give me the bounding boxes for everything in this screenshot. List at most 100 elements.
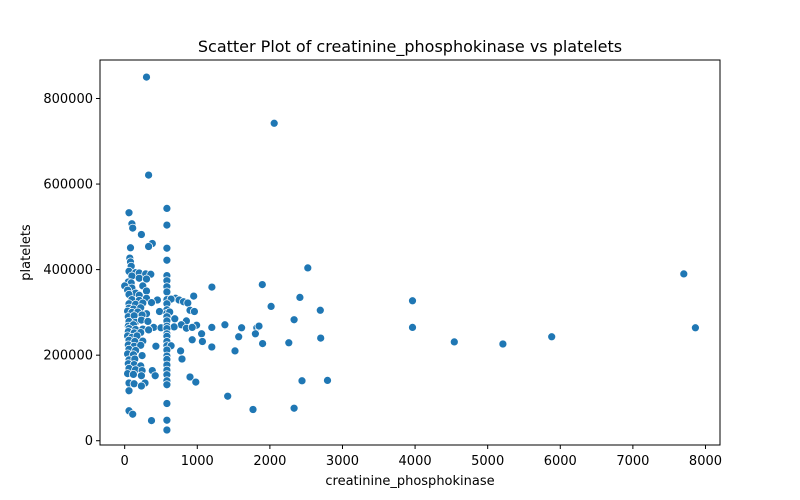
data-point (147, 298, 156, 307)
data-point (137, 230, 146, 239)
data-point (177, 354, 187, 364)
data-point (198, 337, 207, 346)
data-point (162, 220, 172, 230)
data-point (162, 380, 172, 390)
data-point (124, 386, 134, 396)
x-tick-label: 6000 (544, 454, 577, 469)
data-point (230, 346, 240, 356)
x-tick-label: 2000 (253, 454, 286, 469)
data-point (155, 307, 164, 316)
data-point (248, 405, 258, 414)
x-tick-label: 3000 (326, 454, 359, 469)
data-point (498, 339, 508, 349)
data-point (269, 118, 279, 128)
y-tick-label: 400000 (43, 263, 93, 278)
data-point (223, 391, 233, 401)
data-point (134, 273, 144, 283)
data-point (316, 333, 326, 343)
x-tick-label: 4000 (399, 454, 432, 469)
y-axis-ticks: 0 200000 400000 600000 800000 (43, 92, 100, 449)
data-point (257, 280, 267, 289)
data-point (144, 325, 153, 335)
data-point (162, 243, 172, 253)
data-point (144, 242, 153, 251)
data-point (547, 332, 557, 342)
data-point (142, 274, 151, 284)
data-point (136, 340, 146, 350)
data-point (137, 371, 146, 381)
data-point (126, 243, 135, 253)
data-point (234, 332, 244, 342)
data-point (176, 346, 185, 356)
x-tick-label: 8000 (689, 454, 722, 469)
data-point (449, 337, 459, 347)
x-tick-label: 1000 (181, 454, 214, 469)
data-point (162, 425, 172, 435)
data-point (162, 287, 172, 297)
x-tick-label: 7000 (616, 454, 649, 469)
data-point (289, 403, 299, 413)
data-point (266, 302, 276, 311)
data-point (207, 342, 217, 352)
data-point (254, 321, 264, 331)
data-point (189, 291, 199, 301)
x-tick-label: 0 (121, 454, 129, 469)
data-point (128, 409, 138, 419)
data-point (143, 317, 153, 326)
data-point (128, 223, 138, 233)
data-point (323, 376, 332, 385)
data-points (120, 72, 700, 435)
y-tick-label: 600000 (43, 178, 93, 193)
data-point (408, 296, 417, 306)
data-point (289, 315, 299, 325)
x-axis-label: creatinine_phosphokinase (325, 474, 494, 489)
data-point (129, 370, 138, 379)
data-point (151, 341, 161, 351)
data-point (187, 335, 197, 345)
data-point (258, 339, 267, 348)
data-point (162, 415, 172, 425)
data-point (129, 379, 139, 389)
y-tick-label: 800000 (43, 92, 93, 107)
data-point (691, 323, 700, 333)
data-point (142, 72, 151, 82)
chart-title: Scatter Plot of creatinine_phosphokinase… (198, 37, 622, 57)
data-point (170, 314, 180, 324)
data-point (147, 416, 156, 425)
data-point (408, 323, 417, 332)
data-point (124, 208, 134, 218)
x-tick-label: 5000 (471, 454, 504, 469)
data-point (220, 320, 230, 330)
data-point (237, 323, 246, 333)
data-point (169, 322, 179, 332)
data-point (197, 329, 206, 339)
plot-frame (99, 59, 721, 446)
data-point (137, 381, 146, 391)
x-axis-ticks: 0 1000 2000 3000 4000 5000 6000 7000 8000 (121, 445, 722, 469)
y-tick-label: 0 (85, 434, 93, 449)
data-point (679, 269, 689, 279)
data-point (297, 376, 307, 386)
data-point (315, 305, 325, 315)
data-point (207, 282, 217, 292)
y-tick-label: 200000 (43, 349, 93, 364)
y-axis-label: platelets (19, 224, 34, 281)
data-point (251, 329, 260, 339)
data-point (185, 372, 195, 382)
data-point (162, 399, 172, 408)
data-point (303, 263, 313, 273)
data-point (137, 351, 147, 360)
data-point (142, 286, 151, 296)
data-point (190, 307, 199, 316)
data-point (295, 293, 305, 302)
data-point (207, 323, 217, 332)
plot-area (100, 60, 720, 445)
data-point (150, 371, 160, 381)
data-point (144, 170, 153, 180)
data-point (183, 298, 193, 308)
data-point (187, 323, 197, 332)
data-point (162, 255, 172, 265)
data-point (162, 204, 172, 213)
data-point (191, 377, 201, 387)
